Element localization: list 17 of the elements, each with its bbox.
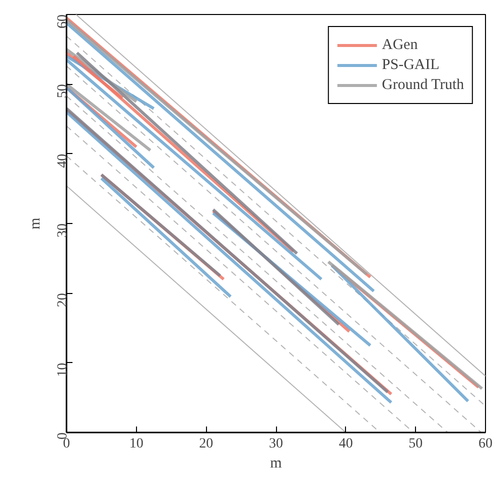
y-tick-label: 40	[56, 154, 70, 168]
y-tick-label: 20	[56, 293, 70, 308]
legend-label: PS-GAIL	[382, 56, 440, 74]
y-tick-label: 10	[56, 362, 70, 377]
x-tick-label: 60	[478, 436, 492, 452]
x-tick-label: 40	[338, 436, 353, 452]
x-tick-label: 10	[129, 436, 144, 452]
x-tick-label: 30	[269, 436, 283, 452]
y-tick-label: 50	[56, 84, 70, 98]
legend-label: Ground Truth	[382, 76, 464, 94]
x-tick-label: 50	[408, 436, 423, 452]
y-tick-label: 30	[56, 224, 70, 238]
y-tick-label: 60	[56, 14, 70, 28]
legend-label: AGen	[382, 36, 418, 54]
x-axis-title: m	[270, 456, 282, 472]
y-axis-title: m	[28, 217, 44, 230]
x-tick-label: 20	[199, 436, 214, 452]
